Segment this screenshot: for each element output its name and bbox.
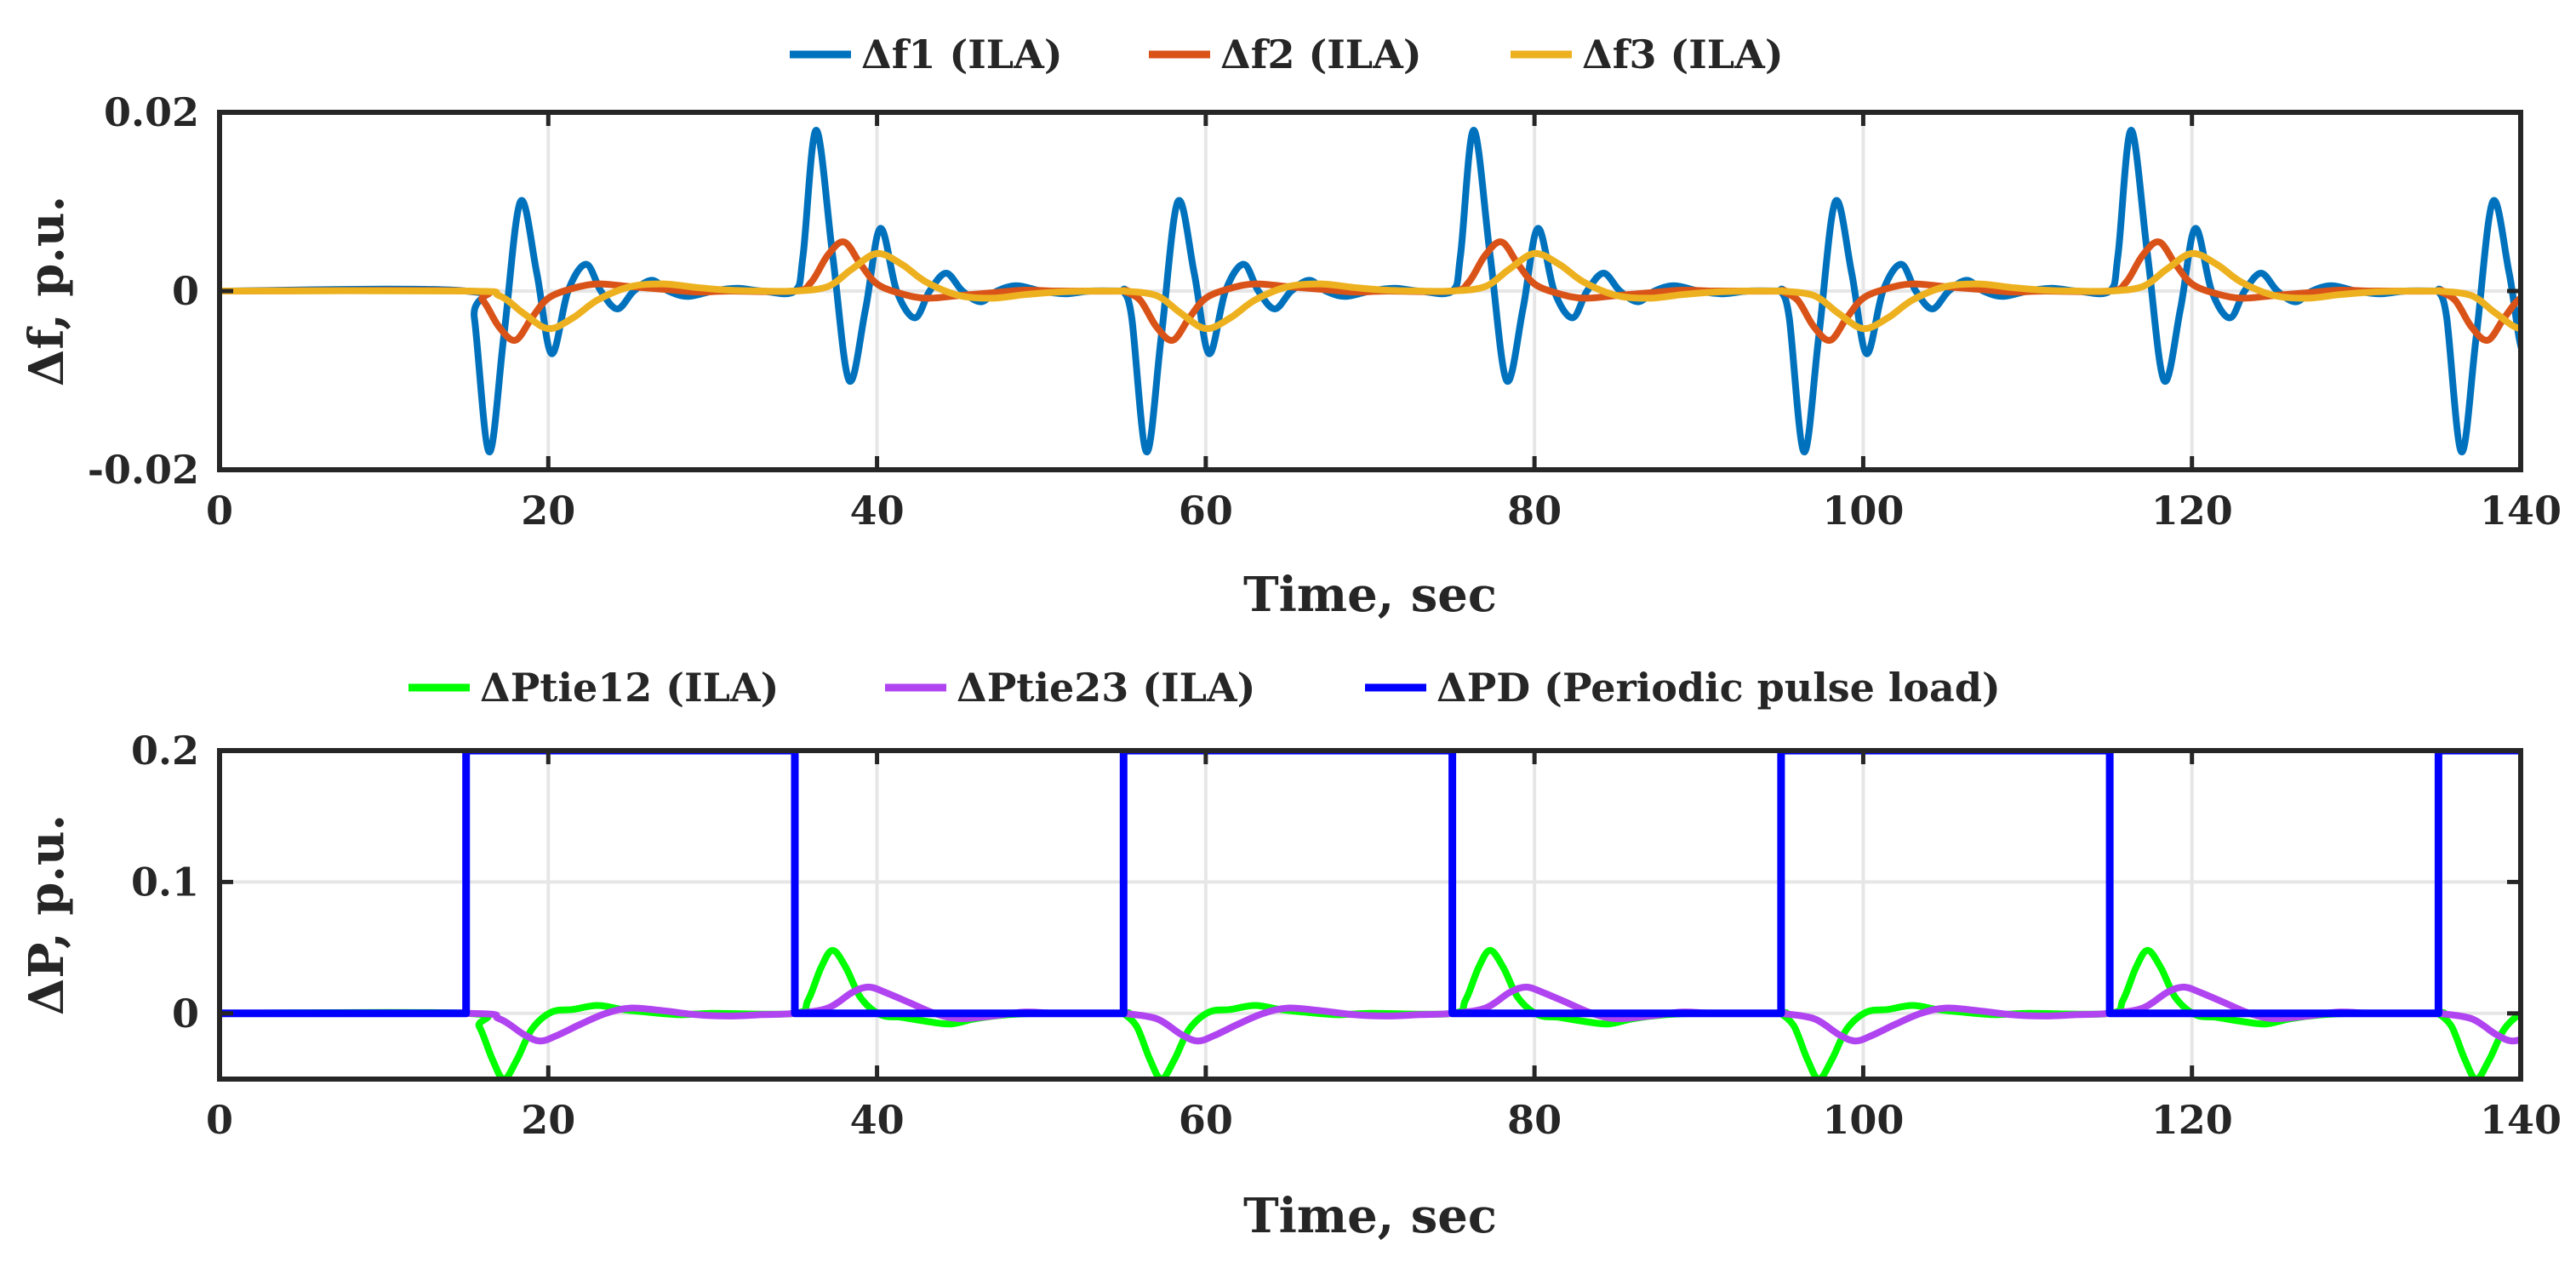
x-tick-label: 120 xyxy=(2151,488,2233,534)
series-power xyxy=(220,751,2521,1079)
xlabel-power: Time, sec xyxy=(1243,1188,1497,1244)
axes-box-power xyxy=(217,748,2523,1082)
legend-label-ptie12: ΔPtie12 (ILA) xyxy=(480,665,779,711)
legend-label-pd: ΔPD (Periodic pulse load) xyxy=(1437,665,2001,711)
series-frequency xyxy=(220,127,2521,456)
series-line-pd-periodic-pulse-load xyxy=(220,751,2521,1018)
y-tick-label: 0.2 xyxy=(131,728,199,774)
y-tick-label: 0 xyxy=(172,268,199,314)
y-tick-label: -0.02 xyxy=(88,447,199,493)
x-tick-label: 100 xyxy=(1822,488,1904,534)
x-tick-label: 140 xyxy=(2480,488,2562,534)
y-tick-label: 0 xyxy=(172,991,199,1037)
chart-frequency-deviation: Δf1 (ILA) Δf2 (ILA) Δf3 (ILA) 0 20 40 60 80 1… xyxy=(19,31,2562,623)
ylabel-power: ΔP, p.u. xyxy=(19,814,75,1015)
x-tick-label: 140 xyxy=(2480,1097,2562,1143)
x-tick-label: 20 xyxy=(521,1097,575,1143)
legend-power: ΔPtie12 (ILA) ΔPtie23 (ILA) ΔPD (Periodi… xyxy=(408,665,2001,711)
legend-frequency: Δf1 (ILA) Δf2 (ILA) Δf3 (ILA) xyxy=(790,31,1784,77)
x-tick-label: 60 xyxy=(1179,488,1233,534)
ticks-power: 0 20 40 60 80 100 120 140 0 0.1 0.2 xyxy=(131,728,2562,1143)
x-tick-label: 100 xyxy=(1822,1097,1904,1143)
legend-label-df1: Δf1 (ILA) xyxy=(861,31,1063,77)
legend-label-ptie23: ΔPtie23 (ILA) xyxy=(957,665,1255,711)
y-tick-label: 0.1 xyxy=(131,859,199,905)
x-tick-label: 20 xyxy=(521,488,575,534)
x-tick-label: 80 xyxy=(1507,1097,1562,1143)
x-tick-label: 80 xyxy=(1507,488,1562,534)
ylabel-frequency: Δf, p.u. xyxy=(19,196,75,386)
series-line-f3-ila xyxy=(220,249,2521,333)
legend-label-df3: Δf3 (ILA) xyxy=(1582,31,1784,77)
x-tick-label: 40 xyxy=(850,1097,905,1143)
legend-label-df2: Δf2 (ILA) xyxy=(1220,31,1422,77)
x-tick-label: 40 xyxy=(850,488,905,534)
x-tick-label: 0 xyxy=(206,488,233,534)
x-tick-label: 60 xyxy=(1179,1097,1233,1143)
chart-power-deviation: ΔPtie12 (ILA) ΔPtie23 (ILA) ΔPD (Periodi… xyxy=(19,665,2562,1244)
xlabel-frequency: Time, sec xyxy=(1243,567,1497,623)
x-tick-label: 0 xyxy=(206,1097,233,1143)
y-tick-label: 0.02 xyxy=(104,89,199,135)
x-tick-label: 120 xyxy=(2151,1097,2233,1143)
